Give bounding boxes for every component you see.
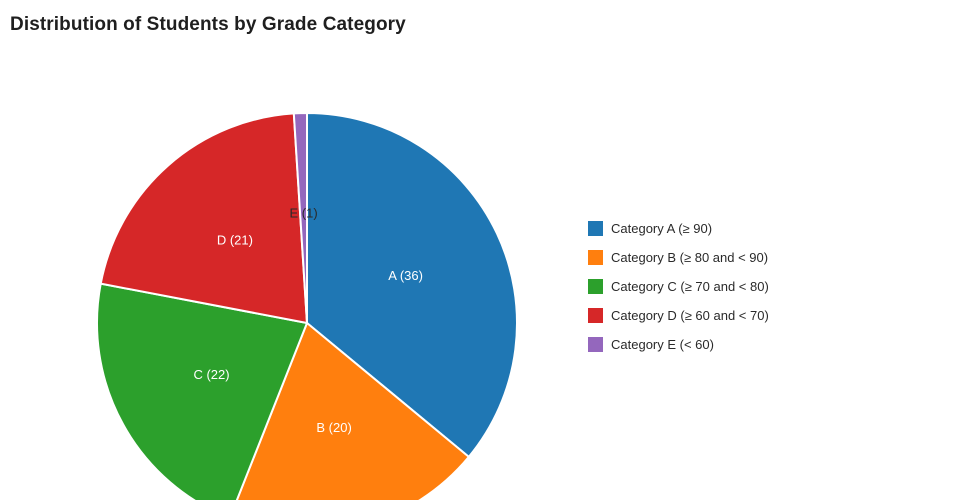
legend-item-category-b[interactable]: Category B (≥ 80 and < 90) [588, 243, 769, 272]
legend-swatch-category-e-icon [588, 337, 603, 352]
pie-slice-label-a: A (36) [388, 268, 423, 283]
legend: Category A (≥ 90) Category B (≥ 80 and <… [588, 214, 769, 359]
legend-swatch-category-a-icon [588, 221, 603, 236]
legend-label: Category C (≥ 70 and < 80) [611, 279, 769, 294]
pie-slice-label-c: C (22) [193, 367, 229, 382]
pie-slice-label-d: D (21) [217, 233, 253, 248]
pie-slice-a[interactable] [306, 112, 518, 458]
legend-swatch-category-b-icon [588, 250, 603, 265]
pie-slice-label-e: E (1) [290, 206, 318, 221]
pie-slice-d[interactable] [99, 112, 308, 324]
chart-title: Distribution of Students by Grade Catego… [10, 14, 406, 35]
pie-slice-label-b: B (20) [316, 420, 351, 435]
legend-swatch-category-d-icon [588, 308, 603, 323]
legend-label: Category E (< 60) [611, 337, 714, 352]
legend-label: Category A (≥ 90) [611, 221, 713, 236]
legend-label: Category B (≥ 80 and < 90) [611, 250, 769, 265]
legend-label: Category D (≥ 60 and < 70) [611, 308, 769, 323]
pie-slice-b[interactable] [230, 322, 470, 500]
legend-swatch-category-c-icon [588, 279, 603, 294]
legend-item-category-d[interactable]: Category D (≥ 60 and < 70) [588, 301, 769, 330]
pie-slice-c[interactable] [96, 282, 308, 500]
legend-item-category-a[interactable]: Category A (≥ 90) [588, 214, 769, 243]
legend-item-category-c[interactable]: Category C (≥ 70 and < 80) [588, 272, 769, 301]
pie-slice-e[interactable] [292, 112, 308, 324]
legend-item-category-e[interactable]: Category E (< 60) [588, 330, 769, 359]
